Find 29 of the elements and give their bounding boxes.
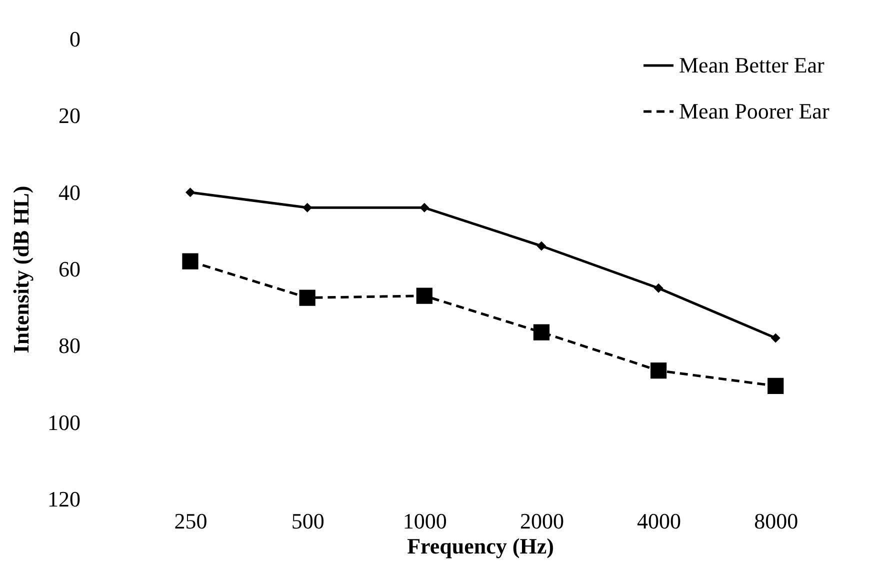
x-tick-label: 500 bbox=[291, 508, 324, 534]
point bbox=[768, 378, 784, 394]
point bbox=[650, 362, 667, 379]
y-axis-title: Intensity (dB HL) bbox=[8, 186, 34, 354]
y-tick-label: 100 bbox=[48, 410, 80, 435]
x-tick-label: 2000 bbox=[520, 508, 564, 534]
y-tick-label: 60 bbox=[58, 256, 80, 282]
point bbox=[654, 283, 664, 293]
point bbox=[420, 202, 430, 212]
point bbox=[416, 288, 432, 304]
point bbox=[302, 202, 312, 212]
legend-label: Mean Better Ear bbox=[679, 52, 826, 78]
point bbox=[533, 324, 550, 340]
x-axis-title: Frequency (Hz) bbox=[407, 534, 554, 558]
point bbox=[186, 188, 195, 198]
point bbox=[770, 333, 780, 343]
y-tick-label: 20 bbox=[58, 103, 80, 128]
y-tick-label: 120 bbox=[48, 486, 80, 512]
y-tick-label: 80 bbox=[58, 333, 80, 358]
x-tick-label: 4000 bbox=[637, 508, 682, 534]
x-tick-label: 1000 bbox=[402, 508, 447, 534]
y-tick-label: 40 bbox=[58, 180, 80, 205]
x-tick-label: 250 bbox=[174, 508, 208, 534]
point bbox=[299, 290, 316, 306]
point bbox=[536, 241, 546, 251]
point bbox=[182, 253, 198, 270]
y-tick-label: 0 bbox=[70, 26, 80, 52]
x-tick-label: 8000 bbox=[754, 508, 798, 534]
legend-label: Mean Poorer Ear bbox=[679, 98, 830, 124]
